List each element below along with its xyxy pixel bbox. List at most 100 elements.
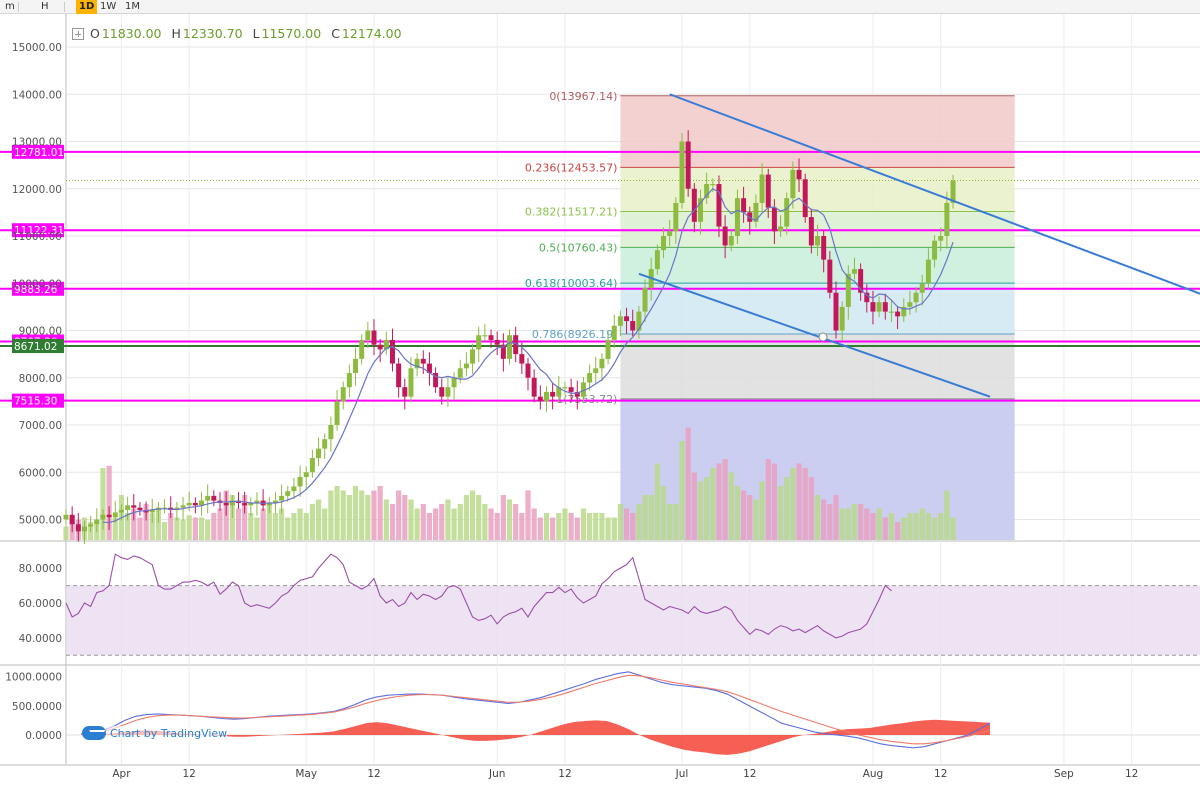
candle-body: [81, 526, 87, 532]
volume-bar: [882, 517, 888, 540]
volume-bar: [371, 490, 377, 540]
macd-line: [80, 671, 991, 749]
volume-bar: [266, 504, 272, 540]
candle-body: [303, 472, 309, 477]
candle-body: [543, 391, 549, 402]
rsi-tick-label: 60.0000: [19, 598, 62, 610]
candle-body: [845, 273, 851, 307]
candle-body: [248, 502, 254, 506]
volume-bar: [279, 508, 285, 540]
candle-body: [550, 391, 556, 397]
candle-body: [858, 269, 864, 293]
candle-body: [667, 231, 673, 236]
volume-bar: [112, 517, 118, 540]
toolbar-divider: [64, 2, 65, 12]
volume-bar: [322, 508, 328, 540]
candle-body: [470, 349, 476, 364]
volume-bar: [845, 508, 851, 540]
candle-body: [420, 358, 426, 364]
date-tick-label: 12: [558, 768, 571, 780]
volume-bar: [377, 486, 383, 540]
volume-bar: [235, 508, 242, 540]
volume-bar: [211, 513, 217, 540]
fib-level-label: 0.5(10760.43): [539, 241, 618, 254]
toolbar-minute-button[interactable]: m: [5, 1, 15, 12]
volume-bar: [451, 508, 457, 540]
rsi-band: [66, 585, 1200, 656]
candle-body: [316, 448, 322, 459]
macd-tick-label: 500.0000: [12, 701, 62, 713]
candle-body: [851, 269, 857, 274]
fib-level-label: 0.236(12453.57): [525, 161, 618, 174]
volume-bar: [396, 490, 402, 540]
date-tick-label: 12: [367, 768, 380, 780]
toolbar-week-button[interactable]: 1W: [100, 1, 117, 12]
candle-body: [488, 335, 494, 340]
candle-body: [624, 316, 630, 322]
horizontal-levels[interactable]: 12781.0111122.319883.268767.368671.02751…: [0, 144, 1200, 408]
date-tick-label: Sep: [1054, 768, 1074, 780]
candle-body: [309, 458, 315, 473]
rsi-tick-label: 80.0000: [19, 563, 62, 575]
volume-bar: [550, 517, 556, 540]
date-tick-label: May: [295, 768, 317, 780]
candle-body: [186, 502, 192, 506]
toolbar-day-button[interactable]: 1D: [76, 0, 98, 14]
tradingview-watermark: Chart by TradingView: [82, 726, 228, 740]
price-tick-label: 13000.00: [12, 137, 62, 149]
date-tick-label: 12: [743, 768, 756, 780]
volume-bar: [790, 468, 796, 540]
high-label: H: [171, 26, 181, 41]
candle-body: [790, 169, 796, 199]
candle-body: [642, 287, 648, 312]
volume-bar: [513, 504, 519, 540]
volume-bar: [771, 463, 777, 540]
level-price-label: 12781.01: [14, 147, 64, 159]
volume-bar: [784, 477, 790, 540]
candle-body: [494, 339, 500, 345]
candle-body: [802, 179, 808, 218]
candle-body: [125, 505, 131, 511]
volume-bar: [359, 490, 365, 540]
candle-body: [371, 330, 377, 345]
candle-body: [710, 184, 716, 186]
volume-bar: [925, 513, 931, 540]
candle-body: [932, 240, 938, 260]
volume-bar: [673, 504, 679, 540]
fib-level-label: 0.786(8926.19): [532, 328, 618, 341]
candle-body: [605, 339, 611, 359]
volume-bar: [876, 508, 882, 540]
candle-body: [888, 311, 894, 313]
level-price-label: 8671.02: [14, 341, 57, 353]
volume-bar: [679, 441, 685, 540]
volume-bar: [439, 504, 445, 540]
candle-body: [741, 198, 747, 213]
volume-bar: [488, 508, 494, 540]
candle-body: [426, 363, 432, 374]
candle-body: [574, 391, 580, 397]
price-tick-label: 7000.00: [19, 420, 62, 432]
volume-bar: [691, 472, 697, 540]
volume-bar: [642, 495, 648, 540]
candle-body: [944, 202, 950, 236]
candle-body: [654, 250, 660, 270]
volume-bar: [870, 513, 876, 540]
candle-body: [359, 339, 365, 359]
toolbar-hour-button[interactable]: H: [41, 1, 49, 12]
candle-body: [439, 387, 445, 397]
volume-bar: [660, 486, 667, 540]
candle-body: [593, 368, 599, 374]
volume-bar: [543, 513, 550, 540]
crosshair-icon[interactable]: [72, 27, 84, 40]
price-tick-label: 11000.00: [12, 231, 62, 243]
trendlines[interactable]: [638, 93, 1200, 398]
volume-bar: [309, 504, 315, 540]
toolbar-month-button[interactable]: 1M: [125, 1, 140, 12]
price-tick-label: 14000.00: [12, 89, 62, 101]
macd-pane: 1000.0000 500.0000 0.0000: [5, 671, 1200, 755]
candle-body: [611, 325, 617, 340]
level-price-tag: [12, 144, 64, 159]
volume-bar: [913, 513, 919, 540]
price-tick-label: 9000.00: [19, 326, 62, 338]
